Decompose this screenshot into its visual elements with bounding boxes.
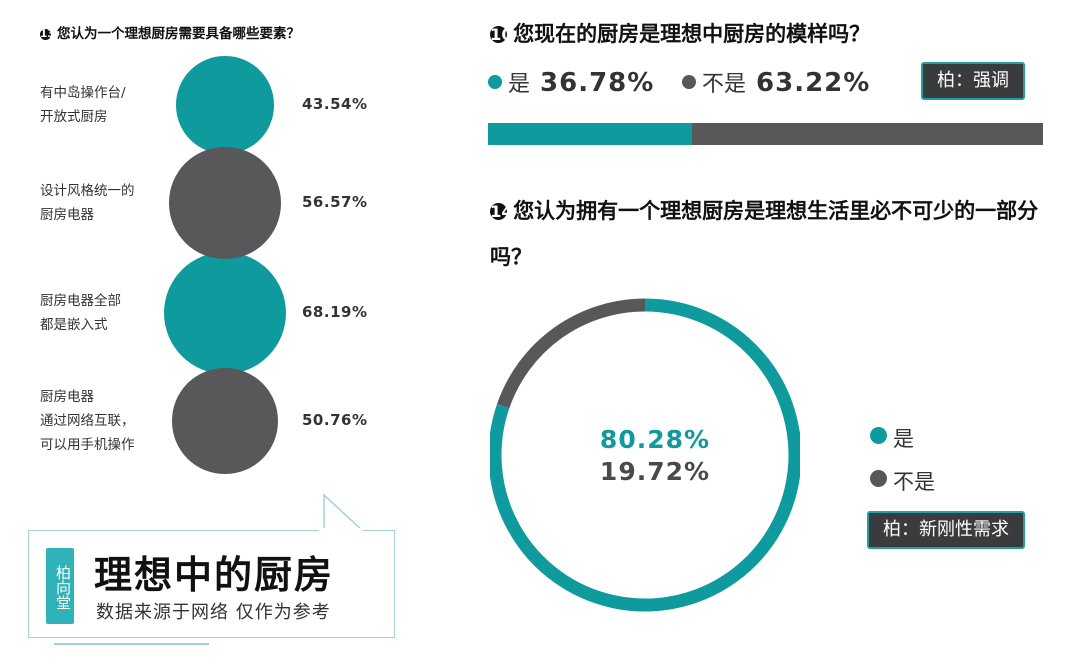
teal-dot-icon [870, 427, 887, 444]
bubble-value-3: 68.19% [302, 303, 368, 321]
bubble-label-line: 设计风格统一的 [40, 183, 135, 199]
donut-yes-value: 80.28% [599, 425, 711, 454]
logo-seal: 柏向堂 [46, 548, 74, 624]
gray-dot-icon [870, 470, 887, 487]
bubble-label-line: 厨房电器全部 [40, 293, 121, 309]
bubble-value-2: 56.57% [302, 193, 368, 211]
q10-no-label: 不是 [702, 72, 747, 97]
q10-no-value: 63.22% [756, 68, 871, 98]
bar-segment-yes [488, 123, 693, 145]
gray-dot-icon [682, 75, 696, 89]
donut-slice-yes [490, 298, 800, 612]
q13-title-text: 您认为一个理想厨房需要具备哪些要素？ [57, 26, 301, 42]
q14-tag: 柏：新刚性需求 [867, 511, 1025, 549]
donut-legend-no-label: 不是 [893, 470, 935, 494]
bubble-label-line: 通过网络互联， [40, 413, 135, 429]
logo-box [28, 530, 395, 638]
logo-subtitle: 数据来源于网络 仅作为参考 [96, 602, 331, 623]
bubble-value-1: 43.54% [302, 95, 368, 113]
donut-legend-yes-label: 是 [893, 427, 914, 451]
logo-underline [54, 643, 209, 645]
bubble-label-line: 开放式厨房 [40, 109, 108, 125]
bar-segment-no [692, 123, 1043, 145]
teal-dot-icon [488, 75, 502, 89]
bubble-label-line: 可以用手机操作 [40, 437, 135, 453]
q13-title: 13 您认为一个理想厨房需要具备哪些要素？ [40, 22, 300, 42]
q10-yes-label: 是 [508, 72, 531, 97]
speech-bubble-tail [323, 493, 366, 533]
tail-mask [319, 528, 363, 533]
donut-slice-no [497, 298, 646, 409]
q10-yes-value: 36.78% [540, 68, 655, 98]
q14-number-badge: 14 [490, 201, 513, 221]
q10-stacked-bar [488, 123, 1043, 145]
q10-legend-no: 不是 63.22% [682, 66, 870, 98]
bubble-label-4: 厨房电器通过网络互联， 可以用手机操作 [40, 385, 160, 457]
q13-number-badge: 13 [40, 28, 55, 41]
q10-number-badge: 10 [490, 24, 513, 44]
bubble-label-1: 有中岛操作台/开放式厨房 [40, 81, 160, 129]
donut-legend-yes: 是 [870, 423, 914, 453]
bubble-label-line: 厨房电器 [40, 207, 94, 223]
bubble-4 [172, 368, 278, 474]
bubble-value-4: 50.76% [302, 411, 368, 429]
q10-tag: 柏：强调 [921, 62, 1025, 100]
bubble-3 [164, 252, 286, 374]
donut-chart [490, 298, 800, 612]
q14-title: 14您认为拥有一个理想厨房是理想生活里必不可少的一部分吗？ [490, 188, 1070, 280]
bubble-label-2: 设计风格统一的 厨房电器 [40, 179, 160, 227]
q14-title-text: 您认为拥有一个理想厨房是理想生活里必不可少的一部分吗？ [490, 199, 1039, 269]
bubble-1 [176, 56, 274, 154]
bubble-label-line: 都是嵌入式 [40, 317, 108, 333]
q10-title-text: 您现在的厨房是理想中厨房的模样吗？ [513, 22, 871, 46]
donut-no-value: 19.72% [599, 457, 711, 486]
bubble-2 [169, 147, 281, 259]
logo-title: 理想中的厨房 [94, 553, 335, 597]
bubble-label-3: 厨房电器全部 都是嵌入式 [40, 289, 160, 337]
bubble-label-line: 厨房电器 [40, 389, 94, 405]
donut-legend-no: 不是 [870, 466, 935, 496]
q10-legend-yes: 是 36.78% [488, 66, 654, 98]
bubble-label-line: 有中岛操作台/ [40, 85, 126, 101]
q10-title: 10您现在的厨房是理想中厨房的模样吗？ [490, 18, 870, 48]
